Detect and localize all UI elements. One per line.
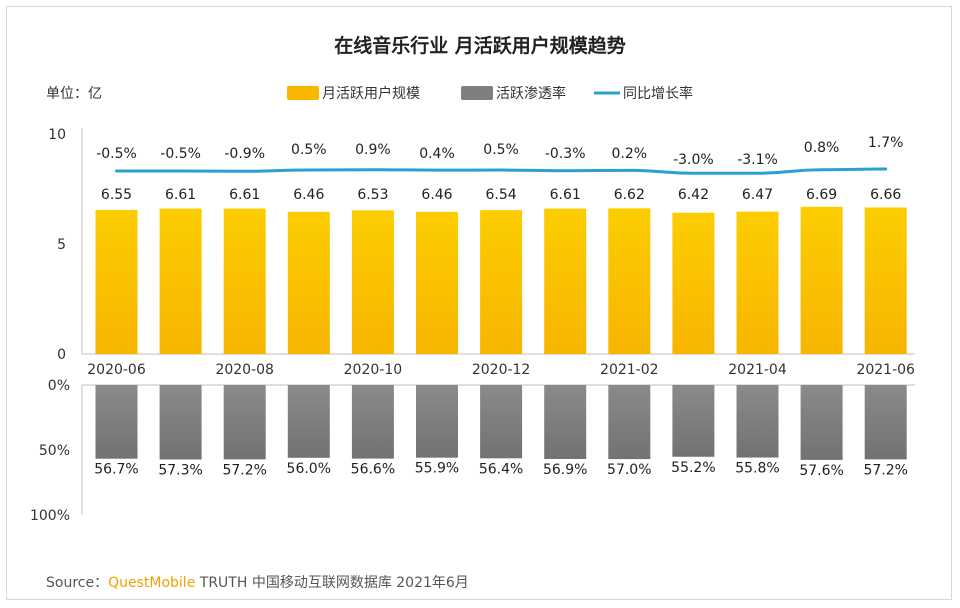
user-scale-bar xyxy=(480,210,523,354)
penetration-bar xyxy=(351,385,394,459)
user-scale-value-label: 6.42 xyxy=(678,187,709,203)
penetration-bar xyxy=(608,385,651,460)
user-scale-value-label: 6.62 xyxy=(614,187,645,203)
user-scale-bar xyxy=(416,211,458,354)
penetration-bar xyxy=(544,385,587,459)
user-scale-value-label: 6.54 xyxy=(486,187,517,203)
user-scale-value-label: 6.46 xyxy=(293,187,324,203)
growth-rate-value-label: 0.9% xyxy=(355,142,391,158)
user-scale-bar xyxy=(864,207,907,354)
growth-rate-value-label: -3.0% xyxy=(673,152,714,168)
user-scale-bar xyxy=(223,208,266,354)
user-scale-value-label: 6.61 xyxy=(165,187,196,203)
penetration-value-label: 57.3% xyxy=(158,462,202,478)
penetration-value-label: 56.7% xyxy=(94,462,138,478)
user-scale-value-label: 6.61 xyxy=(550,187,581,203)
user-scale-bar xyxy=(544,208,587,354)
user-scale-bar xyxy=(159,208,202,354)
user-scale-value-label: 6.66 xyxy=(870,187,901,203)
unit-label: 单位：亿 xyxy=(46,86,102,102)
source-rest: TRUTH 中国移动互联网数据库 2021年6月 xyxy=(195,575,469,591)
user-scale-value-label: 6.61 xyxy=(229,187,260,203)
growth-rate-line-path xyxy=(115,167,888,175)
penetration-bar xyxy=(416,385,458,458)
legend-label-user-scale: 月活跃用户规模 xyxy=(322,85,420,102)
penetration-value-label: 56.0% xyxy=(287,461,331,477)
source-brand: QuestMobile xyxy=(108,575,196,591)
user-scale-value-label: 6.53 xyxy=(357,187,388,203)
penetration-bar xyxy=(864,385,907,460)
legend-swatch-user-scale xyxy=(287,86,319,100)
user-scale-value-label: 6.46 xyxy=(421,187,452,203)
legend: 月活跃用户规模 活跃渗透率 同比增长率 xyxy=(287,85,693,102)
penetration-value-label: 55.8% xyxy=(735,461,779,477)
legend-label-growth-rate: 同比增长率 xyxy=(623,85,693,102)
user-scale-bar xyxy=(95,209,138,354)
growth-rate-line xyxy=(115,167,888,175)
growth-rate-value-label: -3.1% xyxy=(737,152,778,168)
y-tick-label-top: 0 xyxy=(57,347,66,363)
growth-rate-value-label: -0.3% xyxy=(545,146,586,162)
penetration-bar xyxy=(287,385,330,458)
x-tick-label: 2020-08 xyxy=(215,362,274,378)
x-tick-label: 2021-02 xyxy=(600,362,659,378)
penetration-value-label: 57.0% xyxy=(607,462,651,478)
user-scale-bar xyxy=(608,208,651,354)
penetration-bar xyxy=(159,385,202,460)
y-tick-label-top: 5 xyxy=(57,237,66,253)
chart-title: 在线音乐行业 月活跃用户规模趋势 xyxy=(334,34,626,57)
growth-rate-value-label: 0.5% xyxy=(291,142,327,158)
penetration-bar xyxy=(480,385,523,459)
legend-label-penetration: 活跃渗透率 xyxy=(496,85,566,102)
growth-rate-value-label: -0.5% xyxy=(96,146,137,162)
x-tick-label: 2021-06 xyxy=(856,362,915,378)
user-scale-value-label: 6.55 xyxy=(101,187,132,203)
penetration-value-label: 56.4% xyxy=(479,461,523,477)
legend-swatch-penetration xyxy=(461,86,493,100)
user-scale-bar xyxy=(736,211,779,354)
penetration-bars xyxy=(95,385,907,460)
x-tick-label: 2020-06 xyxy=(87,362,146,378)
y-tick-label-bottom: 100% xyxy=(30,508,70,524)
x-tick-label: 2021-04 xyxy=(728,362,787,378)
growth-rate-value-label: -0.9% xyxy=(224,146,265,162)
penetration-value-label: 57.6% xyxy=(799,463,843,479)
penetration-bar xyxy=(800,385,843,460)
data-labels: 6.55 6.61 6.61 6.46 6.53 6.46 6.54 6.61 6.62 6.42… xyxy=(94,135,908,479)
penetration-value-label: 57.2% xyxy=(222,462,266,478)
user-scale-bar xyxy=(672,212,715,354)
penetration-bar xyxy=(95,385,138,459)
source-note: Source：QuestMobile TRUTH 中国移动互联网数据库 2021… xyxy=(46,572,469,592)
user-scale-bars xyxy=(95,206,907,354)
growth-rate-value-label: 0.5% xyxy=(483,142,519,158)
user-scale-bar xyxy=(800,206,843,354)
x-tick-label: 2020-12 xyxy=(472,362,531,378)
user-scale-value-label: 6.69 xyxy=(806,187,837,203)
growth-rate-value-label: -0.5% xyxy=(160,146,201,162)
user-scale-bar xyxy=(351,210,394,354)
y-tick-label-bottom: 0% xyxy=(48,378,70,394)
penetration-value-label: 55.9% xyxy=(415,461,459,477)
growth-rate-value-label: 0.4% xyxy=(419,146,455,162)
penetration-value-label: 56.9% xyxy=(543,462,587,478)
penetration-value-label: 57.2% xyxy=(863,462,907,478)
penetration-bar xyxy=(736,385,779,458)
user-scale-value-label: 6.47 xyxy=(742,187,773,203)
growth-rate-value-label: 0.8% xyxy=(804,140,840,156)
user-scale-bar xyxy=(287,211,330,354)
penetration-bar xyxy=(672,385,715,457)
growth-rate-value-label: 0.2% xyxy=(612,146,648,162)
source-prefix: Source： xyxy=(46,575,109,591)
growth-rate-value-label: 1.7% xyxy=(868,135,904,151)
penetration-value-label: 55.2% xyxy=(671,460,715,476)
x-tick-label: 2020-10 xyxy=(344,362,403,378)
penetration-bar xyxy=(223,385,266,460)
y-tick-label-bottom: 50% xyxy=(39,443,70,459)
penetration-value-label: 56.6% xyxy=(351,462,395,478)
chart-frame xyxy=(6,6,952,600)
y-tick-label-top: 10 xyxy=(48,127,66,143)
